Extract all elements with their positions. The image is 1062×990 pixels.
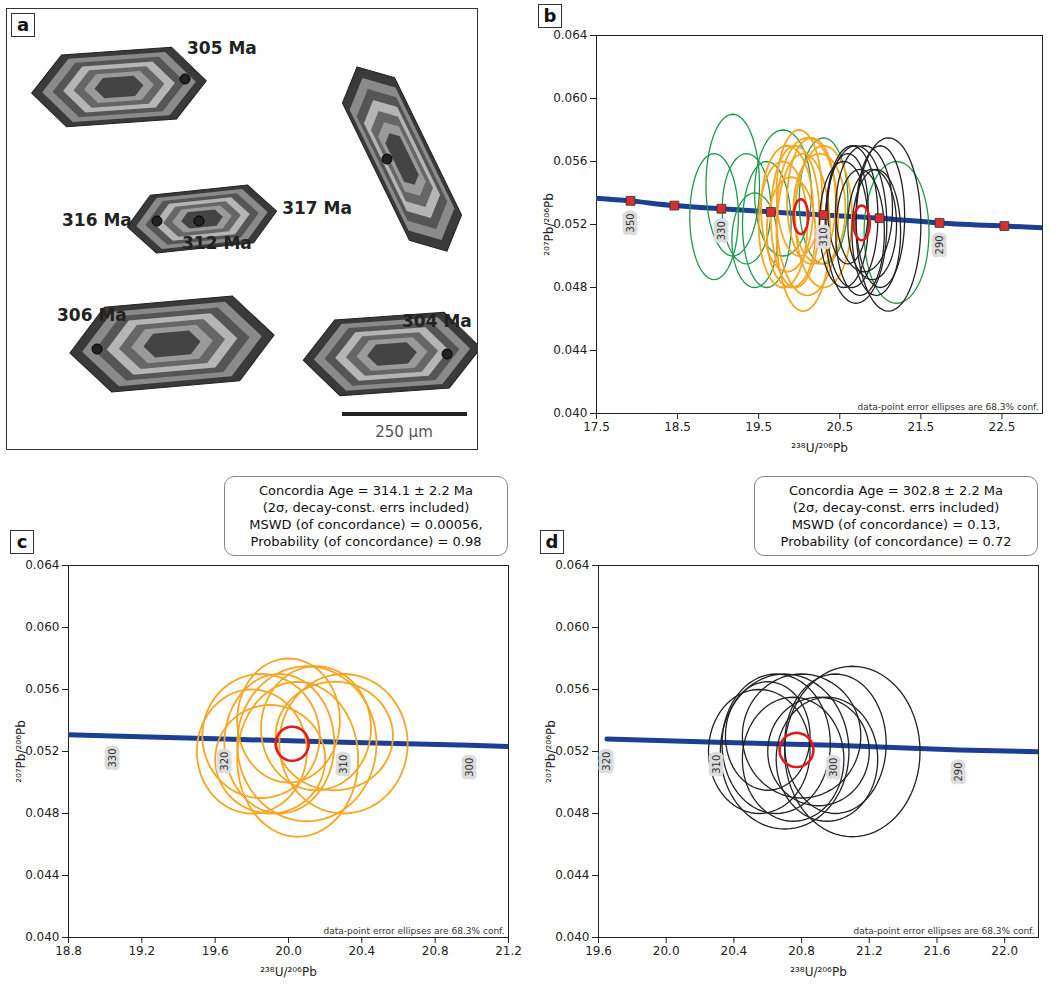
- svg-text:²⁰⁷Pb/²⁰⁶Pb: ²⁰⁷Pb/²⁰⁶Pb: [544, 720, 558, 783]
- svg-text:0.052: 0.052: [25, 744, 59, 758]
- svg-text:320: 320: [219, 752, 230, 771]
- svg-text:0.056: 0.056: [555, 682, 589, 696]
- svg-text:20.4: 20.4: [721, 944, 748, 958]
- svg-text:312 Ma: 312 Ma: [182, 233, 252, 253]
- html-text:c: c: [16, 531, 28, 552]
- svg-text:0.056: 0.056: [25, 682, 59, 696]
- svg-text:20.5: 20.5: [826, 420, 853, 434]
- svg-text:0.044: 0.044: [553, 343, 587, 357]
- svg-text:data-point error ellipses are: data-point error ellipses are 68.3% conf…: [858, 402, 1039, 412]
- svg-text:0.052: 0.052: [555, 744, 589, 758]
- svg-text:300: 300: [828, 758, 839, 777]
- svg-text:²⁰⁷Pb/²⁰⁶Pb: ²⁰⁷Pb/²⁰⁶Pb: [14, 720, 28, 783]
- svg-text:²³⁸U/²⁰⁶Pb: ²³⁸U/²⁰⁶Pb: [260, 965, 317, 979]
- html-text:MSWD (of concordance) = 0.0005: MSWD (of concordance) = 0.00056,: [249, 517, 483, 532]
- svg-text:300: 300: [464, 758, 475, 777]
- svg-text:18.5: 18.5: [664, 420, 691, 434]
- svg-text:310: 310: [711, 755, 722, 774]
- svg-text:290: 290: [934, 235, 945, 254]
- svg-text:0.064: 0.064: [25, 558, 59, 572]
- svg-text:data-point error ellipses are: data-point error ellipses are 68.3% conf…: [324, 926, 505, 936]
- svg-text:22.0: 22.0: [991, 944, 1018, 958]
- svg-text:306 Ma: 306 Ma: [57, 305, 127, 325]
- svg-text:0.044: 0.044: [555, 868, 589, 882]
- html-text:(2σ, decay-const. errs include: (2σ, decay-const. errs included): [792, 500, 1000, 515]
- svg-text:20.8: 20.8: [422, 944, 449, 958]
- svg-text:17.5: 17.5: [583, 420, 610, 434]
- svg-text:305 Ma: 305 Ma: [187, 38, 257, 58]
- svg-text:20.4: 20.4: [348, 944, 375, 958]
- svg-text:²³⁸U/²⁰⁶Pb: ²³⁸U/²⁰⁶Pb: [791, 441, 848, 455]
- svg-text:0.064: 0.064: [553, 28, 587, 42]
- svg-text:0.040: 0.040: [555, 930, 589, 944]
- svg-text:0.060: 0.060: [555, 620, 589, 634]
- svg-text:19.5: 19.5: [745, 420, 772, 434]
- svg-text:250 µm: 250 µm: [375, 423, 433, 441]
- html-text:Concordia Age = 314.1 ± 2.2 Ma: Concordia Age = 314.1 ± 2.2 Ma: [258, 483, 474, 498]
- svg-text:21.2: 21.2: [856, 944, 883, 958]
- svg-text:0.060: 0.060: [25, 620, 59, 634]
- html-text:a: a: [16, 14, 30, 35]
- svg-text:290: 290: [953, 762, 964, 781]
- svg-text:18.8: 18.8: [55, 944, 82, 958]
- html-text:(2σ, decay-const. errs include: (2σ, decay-const. errs included): [262, 500, 470, 515]
- html-text:Probability (of concordance) =: Probability (of concordance) = 0.72: [780, 534, 1012, 549]
- svg-text:317 Ma: 317 Ma: [282, 198, 352, 218]
- svg-text:0.040: 0.040: [25, 930, 59, 944]
- svg-text:19.2: 19.2: [128, 944, 155, 958]
- svg-text:20.0: 20.0: [653, 944, 680, 958]
- svg-text:0.048: 0.048: [553, 280, 587, 294]
- svg-text:0.052: 0.052: [553, 217, 587, 231]
- svg-text:21.5: 21.5: [908, 420, 935, 434]
- svg-text:0.060: 0.060: [553, 91, 587, 105]
- svg-text:²⁰⁷Pb/²⁰⁶Pb: ²⁰⁷Pb/²⁰⁶Pb: [542, 193, 556, 256]
- html-text:Probability (of concordance) =: Probability (of concordance) = 0.98: [250, 534, 482, 549]
- svg-text:19.6: 19.6: [585, 944, 612, 958]
- svg-text:310: 310: [818, 228, 829, 247]
- html-text:Concordia Age = 302.8 ± 2.2 Ma: Concordia Age = 302.8 ± 2.2 Ma: [788, 483, 1004, 498]
- svg-text:20.8: 20.8: [788, 944, 815, 958]
- svg-text:304 Ma: 304 Ma: [402, 311, 472, 331]
- svg-text:0.040: 0.040: [553, 406, 587, 420]
- svg-text:²³⁸U/²⁰⁶Pb: ²³⁸U/²⁰⁶Pb: [790, 965, 847, 979]
- svg-text:20.0: 20.0: [275, 944, 302, 958]
- svg-text:0.056: 0.056: [553, 154, 587, 168]
- svg-text:330: 330: [716, 221, 727, 240]
- svg-text:350: 350: [625, 213, 636, 232]
- svg-text:21.6: 21.6: [924, 944, 951, 958]
- svg-text:0.048: 0.048: [555, 806, 589, 820]
- svg-text:316 Ma: 316 Ma: [62, 210, 132, 230]
- svg-text:21.2: 21.2: [495, 944, 522, 958]
- svg-text:data-point error ellipses are: data-point error ellipses are 68.3% conf…: [854, 926, 1035, 936]
- html-text:MSWD (of concordance) = 0.13,: MSWD (of concordance) = 0.13,: [791, 517, 1001, 532]
- svg-text:310: 310: [338, 755, 349, 774]
- svg-text:330: 330: [107, 748, 118, 767]
- svg-text:19.6: 19.6: [202, 944, 229, 958]
- html-text:b: b: [543, 5, 557, 26]
- svg-text:320: 320: [601, 752, 612, 771]
- svg-text:22.5: 22.5: [989, 420, 1016, 434]
- html-text:d: d: [545, 531, 559, 552]
- svg-text:0.064: 0.064: [555, 558, 589, 572]
- svg-text:0.044: 0.044: [25, 868, 59, 882]
- svg-text:0.048: 0.048: [25, 806, 59, 820]
